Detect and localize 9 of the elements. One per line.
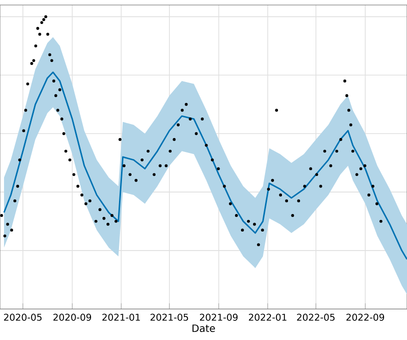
x-tick-label: 2020-09 [53, 314, 92, 321]
x-tick-label: 2021-05 [150, 314, 188, 321]
x-tick-label: 2020-05 [4, 314, 42, 321]
x-tick-label: 2022-05 [297, 314, 335, 321]
x-axis-title: Date [192, 324, 215, 332]
x-tick-label: 2022-01 [248, 314, 286, 321]
x-tick-label: 2022-09 [346, 314, 384, 321]
x-tick-label: 2021-01 [102, 314, 140, 321]
x-tick-label: 2021-09 [200, 314, 238, 321]
